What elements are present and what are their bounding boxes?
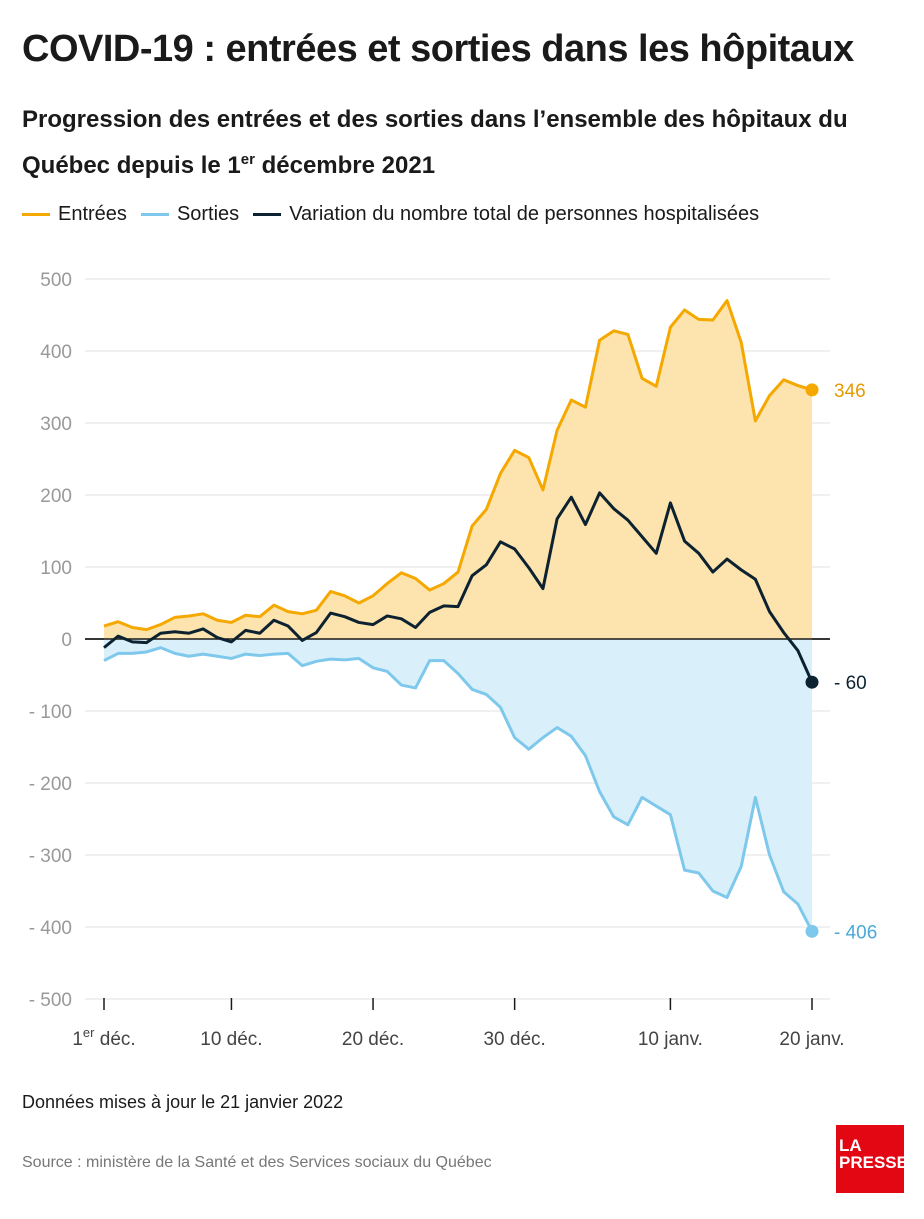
end-value-label: - 406 [834, 922, 877, 943]
x-tick-label: 30 déc. [483, 1029, 545, 1050]
y-tick-label: - 400 [29, 918, 72, 939]
legend-swatch-sorties [140, 213, 169, 216]
logo-line-2: PRESSE [839, 1153, 908, 1172]
variation-line [103, 491, 814, 683]
legend-item-variation: Variation du nombre total de personnes h… [253, 203, 759, 226]
y-tick-label: - 200 [29, 774, 72, 795]
x-tick-label: 20 déc. [342, 1029, 404, 1050]
logo-line-1: LA [839, 1136, 862, 1155]
y-tick-label: 100 [40, 558, 72, 579]
chart-subtitle: Progression des entrées et des sorties d… [22, 100, 902, 186]
y-tick-label: 200 [40, 486, 72, 507]
y-tick-label: - 500 [29, 990, 72, 1011]
x-tick-label: 1er déc. [72, 1025, 135, 1050]
y-tick-label: 300 [40, 414, 72, 435]
end-point [805, 675, 819, 689]
x-tick-label: 20 janv. [779, 1029, 844, 1050]
end-point [805, 924, 819, 938]
end-point [805, 383, 819, 397]
entrees-area [104, 300, 812, 639]
sorties-line [103, 646, 814, 933]
legend-swatch-entrees [22, 213, 50, 216]
end-value-label: 346 [834, 381, 866, 402]
y-tick-label: 500 [40, 270, 72, 291]
x-tick-label: 10 janv. [638, 1029, 703, 1050]
la-presse-logo: LA PRESSE [836, 1125, 908, 1193]
x-tick-label: 10 déc. [200, 1029, 262, 1050]
chart-legend: Entrées Sorties Variation du nombre tota… [22, 203, 773, 226]
subtitle-text: Progression des entrées et des sorties d… [22, 106, 848, 179]
subtitle-superscript: er [240, 151, 255, 168]
update-note: Données mises à jour le 21 janvier 2022 [22, 1092, 344, 1112]
chart-title: COVID-19 : entrées et sorties dans les h… [22, 28, 854, 70]
sorties-area [104, 639, 812, 932]
subtitle-date: décembre 2021 [254, 152, 436, 179]
legend-label-variation: Variation du nombre total de personnes h… [289, 203, 760, 225]
legend-item-sorties: Sorties [140, 203, 240, 226]
legend-label-entrees: Entrées [58, 203, 127, 225]
source-note: Source : ministère de la Santé et des Se… [22, 1154, 492, 1171]
y-tick-label: 0 [61, 630, 72, 651]
y-tick-label: - 100 [29, 702, 72, 723]
y-tick-label: 400 [40, 342, 72, 363]
legend-swatch-variation [253, 213, 282, 216]
legend-item-entrees: Entrées [22, 203, 127, 226]
end-value-label: - 60 [834, 673, 867, 694]
y-tick-label: - 300 [29, 846, 72, 867]
legend-label-sorties: Sorties [176, 203, 240, 225]
entrees-line [103, 299, 813, 632]
chart-plot: 500 400 300 200 100 0 - 100 - 200 - 300 - 400 - 50… [29, 270, 878, 1050]
